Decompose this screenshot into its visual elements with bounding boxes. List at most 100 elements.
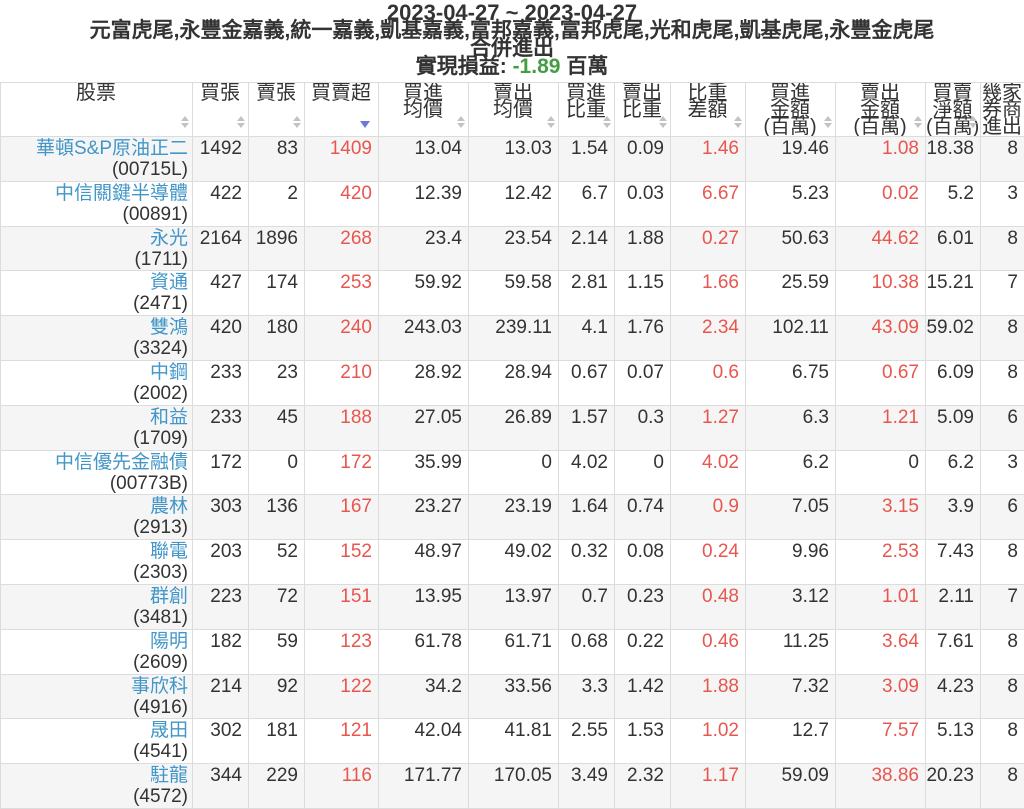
col-header-net-amount[interactable]: 買賣淨額(百萬) [926,83,981,137]
cell-buy-avg-price: 61.78 [379,629,469,674]
cell-buy-lots: 344 [193,764,249,809]
cell-sell-amount: 43.09 [836,316,926,361]
cell-broker-count: 8 [981,316,1024,361]
stock-code: (2303) [1,562,188,583]
col-header-sell-amount[interactable]: 賣出金額(百萬) [836,83,926,137]
cell-weight-diff: 1.27 [671,405,746,450]
cell-buy-weight: 1.64 [559,495,615,540]
col-header-buy-amount[interactable]: 買進金額(百萬) [746,83,836,137]
cell-sell-avg-price: 33.56 [469,674,559,719]
cell-sell-lots: 83 [249,137,305,182]
cell-sell-amount: 3.64 [836,629,926,674]
col-header-sell-weight[interactable]: 賣出比重 [615,83,671,137]
stock-code: (2002) [1,383,188,404]
col-header-buy-weight[interactable]: 買進比重 [559,83,615,137]
stock-link[interactable]: 雙鴻 [1,317,188,338]
cell-broker-count: 8 [981,226,1024,271]
sort-icon[interactable] [237,116,245,128]
sort-icon[interactable] [969,116,977,128]
cell-sell-lots: 52 [249,540,305,585]
sort-icon[interactable] [547,116,555,128]
cell-buy-avg-price: 12.39 [379,181,469,226]
stock-link[interactable]: 永光 [1,228,188,249]
cell-buy-amount: 9.96 [746,540,836,585]
col-header-sell-avg-price[interactable]: 賣出均價 [469,83,559,137]
stock-link[interactable]: 中鋼 [1,362,188,383]
col-header-stock[interactable]: 股票 [1,83,193,137]
sort-icon[interactable] [659,116,667,128]
cell-sell-amount: 0.02 [836,181,926,226]
col-header-net-buy-sell[interactable]: 買賣超 [305,83,379,137]
col-header-weight-diff[interactable]: 比重差額 [671,83,746,137]
cell-buy-lots: 172 [193,450,249,495]
sort-desc-icon[interactable] [360,121,370,128]
stock-link[interactable]: 資通 [1,272,188,293]
cell-stock: 事欣科(4916) [1,674,193,719]
col-header-buy-lots[interactable]: 買張 [193,83,249,137]
cell-buy-avg-price: 34.2 [379,674,469,719]
cell-stock: 中信優先金融債(00773B) [1,450,193,495]
cell-sell-lots: 136 [249,495,305,540]
stock-link[interactable]: 和益 [1,407,188,428]
cell-net-buy-sell: 1409 [305,137,379,182]
cell-net-buy-sell: 123 [305,629,379,674]
cell-sell-weight: 0.22 [615,629,671,674]
cell-net-amount: 5.2 [926,181,981,226]
cell-sell-amount: 3.15 [836,495,926,540]
stock-link[interactable]: 群創 [1,586,188,607]
cell-weight-diff: 1.46 [671,137,746,182]
sort-icon[interactable] [603,116,611,128]
col-header-label: 股票 [1,85,191,102]
sort-icon[interactable] [914,116,922,128]
cell-stock: 農林(2913) [1,495,193,540]
stock-link[interactable]: 中信關鍵半導體 [1,183,188,204]
cell-buy-avg-price: 13.04 [379,137,469,182]
stock-link[interactable]: 華頓S&P原油正二 [1,138,188,159]
cell-net-buy-sell: 253 [305,271,379,316]
cell-sell-amount: 3.09 [836,674,926,719]
cell-sell-avg-price: 23.54 [469,226,559,271]
stock-link[interactable]: 駐龍 [1,765,188,786]
cell-sell-weight: 1.53 [615,719,671,764]
cell-net-buy-sell: 172 [305,450,379,495]
sort-icon[interactable] [293,116,301,128]
realized-pnl-unit: 百萬 [566,55,608,78]
cell-buy-weight: 4.02 [559,450,615,495]
sort-icon[interactable] [824,116,832,128]
cell-sell-lots: 92 [249,674,305,719]
sort-icon[interactable] [457,116,465,128]
cell-weight-diff: 0.46 [671,629,746,674]
cell-sell-weight: 0.09 [615,137,671,182]
cell-stock: 中鋼(2002) [1,360,193,405]
stock-table: 股票買張賣張買賣超買進均價賣出均價買進比重賣出比重比重差額買進金額(百萬)賣出金… [0,82,1024,809]
cell-buy-amount: 12.7 [746,719,836,764]
stock-link[interactable]: 中信優先金融債 [1,452,188,473]
sort-icon[interactable] [181,116,189,128]
stock-link[interactable]: 陽明 [1,631,188,652]
cell-net-buy-sell: 122 [305,674,379,719]
stock-link[interactable]: 聯電 [1,541,188,562]
cell-sell-amount: 7.57 [836,719,926,764]
cell-sell-weight: 0.03 [615,181,671,226]
col-header-sell-lots[interactable]: 賣張 [249,83,305,137]
cell-net-buy-sell: 152 [305,540,379,585]
cell-weight-diff: 0.27 [671,226,746,271]
cell-sell-weight: 1.88 [615,226,671,271]
cell-sell-lots: 0 [249,450,305,495]
stock-link[interactable]: 農林 [1,496,188,517]
table-header-row: 股票買張賣張買賣超買進均價賣出均價買進比重賣出比重比重差額買進金額(百萬)賣出金… [1,83,1024,137]
cell-net-amount: 7.43 [926,540,981,585]
stock-link[interactable]: 晟田 [1,720,188,741]
col-header-buy-avg-price[interactable]: 買進均價 [379,83,469,137]
cell-buy-lots: 223 [193,584,249,629]
cell-buy-avg-price: 13.95 [379,584,469,629]
cell-stock: 駐龍(4572) [1,764,193,809]
cell-buy-amount: 19.46 [746,137,836,182]
cell-net-buy-sell: 116 [305,764,379,809]
cell-net-buy-sell: 420 [305,181,379,226]
sort-icon[interactable] [734,116,742,128]
stock-link[interactable]: 事欣科 [1,676,188,697]
cell-sell-avg-price: 23.19 [469,495,559,540]
cell-sell-lots: 181 [249,719,305,764]
